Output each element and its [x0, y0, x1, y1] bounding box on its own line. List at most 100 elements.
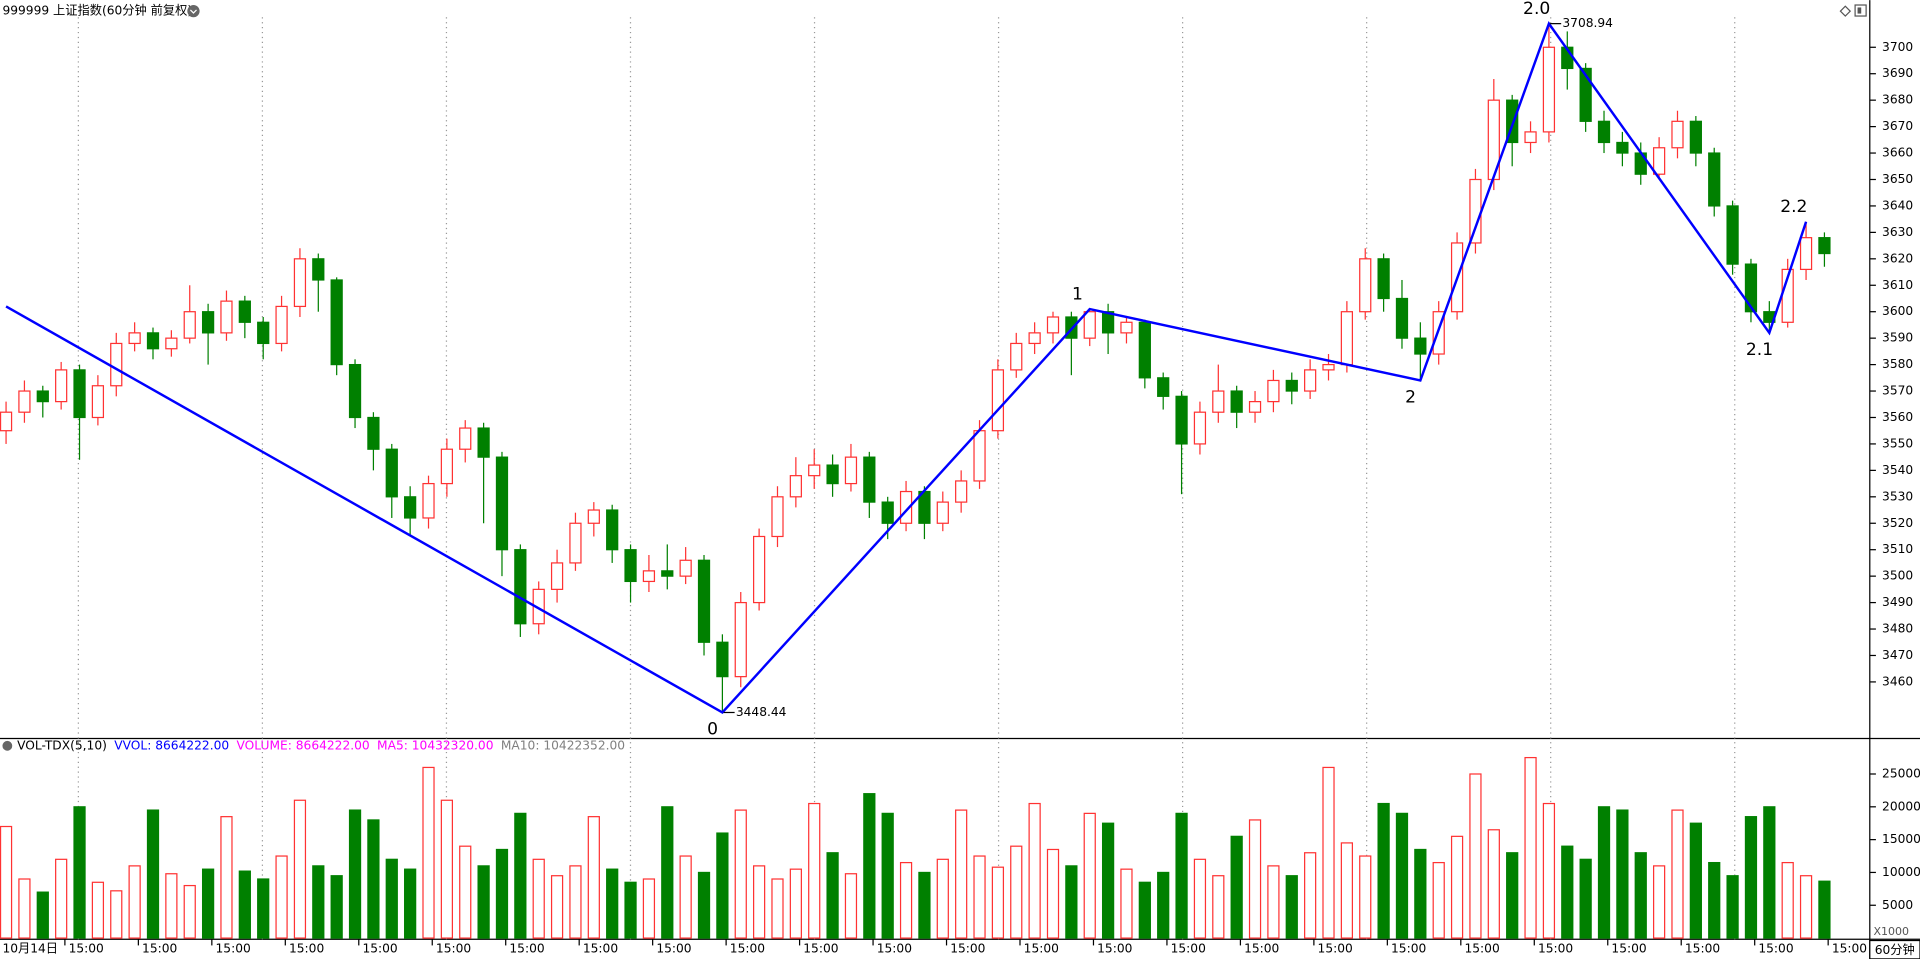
- volume-bar: [661, 806, 674, 939]
- y-tick-label: 3670: [1882, 119, 1913, 133]
- candle-body: [1395, 297, 1409, 339]
- volume-bar: [367, 819, 380, 939]
- candle-body: [0, 411, 13, 432]
- y-tick-label: 3540: [1882, 463, 1913, 477]
- title-menu-arrow: [189, 9, 197, 14]
- volume-bar: [165, 873, 178, 939]
- x-tick-label: 15:00: [1024, 942, 1059, 956]
- x-tick-label: 15:00: [1685, 942, 1720, 956]
- candle-body: [1469, 178, 1482, 244]
- x-tick-label: 15:00: [1832, 942, 1867, 956]
- volume-bar: [110, 890, 123, 939]
- volume-bar: [55, 858, 68, 939]
- x-tick-label: 15:00: [1611, 942, 1646, 956]
- x-tick-label: 15:00: [877, 942, 912, 956]
- volume-bar: [1542, 802, 1556, 939]
- candle-body: [1359, 258, 1372, 313]
- volume-bar: [955, 809, 968, 939]
- volume-bar: [1506, 852, 1519, 939]
- volume-bar: [1432, 861, 1445, 939]
- candle-body: [1101, 311, 1115, 334]
- x-tick-label: 15:00: [289, 942, 324, 956]
- candle-body: [1046, 316, 1060, 334]
- candle-body: [1010, 342, 1023, 371]
- candle-body: [348, 363, 362, 419]
- y-tick-label: 3630: [1882, 225, 1913, 239]
- candle-body: [477, 427, 490, 458]
- volume-bar: [826, 852, 839, 939]
- x-tick-label: 15:00: [142, 942, 177, 956]
- candle-body: [936, 501, 949, 524]
- legend-entry: VVOL: 8664222.00: [114, 738, 229, 752]
- y-tick-label: 3580: [1882, 357, 1913, 371]
- candle-body: [330, 279, 343, 366]
- volume-bar: [495, 848, 509, 939]
- y-tick-label: 3480: [1882, 622, 1913, 636]
- volume-bar: [1377, 802, 1390, 939]
- candle-body: [440, 448, 454, 485]
- volume-bar: [220, 816, 233, 939]
- candle-body: [826, 464, 839, 485]
- candle-body: [293, 258, 307, 308]
- x-tick-label: 15:00: [436, 942, 471, 956]
- volume-bar: [36, 891, 49, 939]
- candle-body: [1285, 379, 1298, 392]
- volume-bar: [1414, 848, 1427, 939]
- volume-bar: [1395, 812, 1409, 939]
- volume-bar: [1010, 845, 1023, 939]
- volume-bar: [1083, 812, 1096, 939]
- volume-bar: [477, 865, 490, 939]
- volume-bar: [697, 871, 711, 939]
- candle-body: [1652, 147, 1666, 175]
- y-tick-label: 3510: [1882, 542, 1913, 556]
- candle-body: [1524, 131, 1537, 144]
- title-menu-icon[interactable]: [187, 5, 200, 18]
- x-tick-label: 15:00: [1538, 942, 1573, 956]
- volume-bar: [440, 799, 454, 939]
- volume-bar: [1267, 865, 1280, 939]
- volume-menu-icon[interactable]: [2, 740, 13, 751]
- volume-bar: [1157, 871, 1170, 939]
- volume-bar: [514, 812, 527, 939]
- candle-body: [899, 490, 913, 524]
- diamond-icon[interactable]: [1839, 5, 1852, 17]
- candle-body: [165, 337, 178, 350]
- wave-label: 2.2: [1780, 197, 1807, 217]
- candle-body: [1414, 337, 1427, 355]
- legend-entry: VOLUME: 8664222.00: [237, 738, 370, 752]
- candle-body: [1579, 67, 1592, 122]
- candle-body: [459, 427, 472, 450]
- volume-bar: [1101, 822, 1115, 939]
- volume-bar: [1597, 806, 1611, 939]
- candle-body: [1542, 46, 1556, 133]
- x-tick-label: 15:00: [583, 942, 618, 956]
- candle-body: [1212, 390, 1225, 413]
- candle-body: [1230, 390, 1243, 413]
- candle-body: [1193, 411, 1207, 445]
- volume-bar: [348, 809, 362, 939]
- x-tick-label: 15:00: [1171, 942, 1206, 956]
- candle-body: [1799, 237, 1813, 271]
- x-tick-label: 15:00: [1758, 942, 1793, 956]
- y-tick-label: 3570: [1882, 384, 1913, 398]
- window-icon-inner: [1857, 7, 1862, 14]
- volume-bar: [1781, 861, 1794, 939]
- x-tick-label: 15:00: [509, 942, 544, 956]
- y-tick-label: 20000: [1882, 799, 1920, 813]
- candle-body: [367, 416, 380, 450]
- volume-bar: [734, 809, 747, 939]
- candle-body: [1340, 311, 1353, 366]
- candle-body: [55, 369, 68, 403]
- candle-body: [91, 385, 105, 419]
- volume-bar: [1708, 861, 1721, 939]
- volume-bar: [1818, 880, 1831, 939]
- volume-bar: [863, 793, 876, 939]
- window-icon[interactable]: [1854, 4, 1867, 17]
- volume-bar: [459, 845, 472, 939]
- y-tick-label: 3690: [1882, 66, 1913, 80]
- x-tick-label: 15:00: [1464, 942, 1499, 956]
- candle-body: [661, 570, 674, 577]
- y-tick-label: 3680: [1882, 93, 1913, 107]
- volume-bar: [146, 809, 160, 939]
- x-tick-label: 15:00: [1097, 942, 1132, 956]
